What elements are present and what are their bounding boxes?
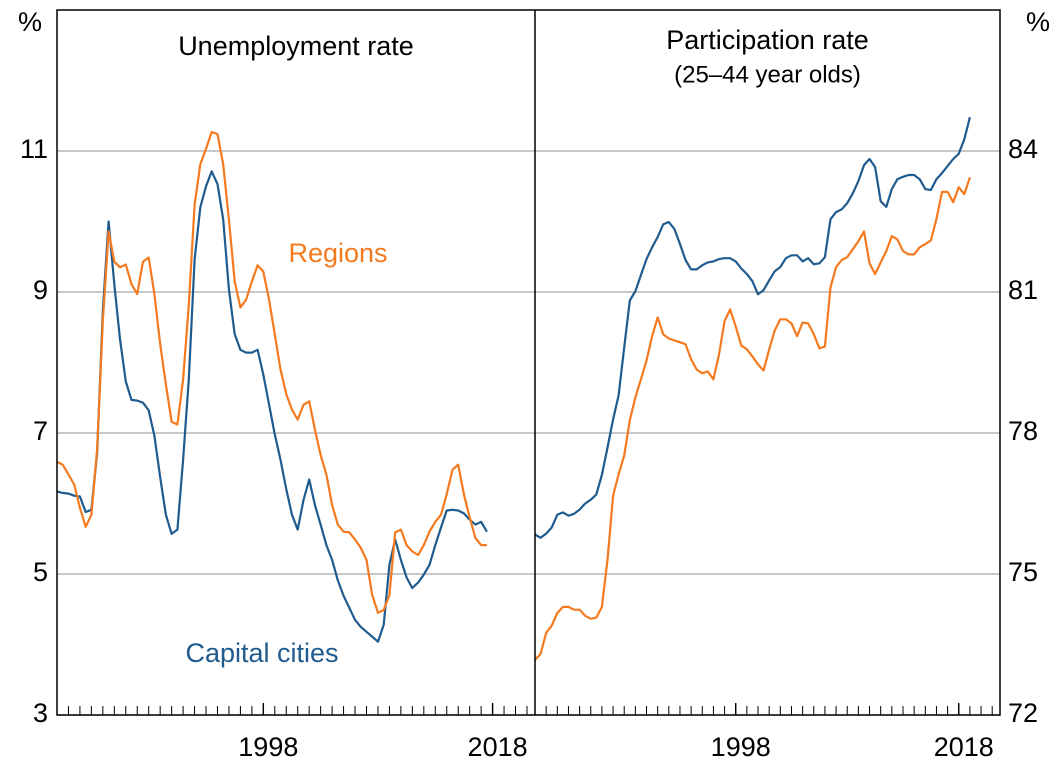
panel-title: Participation rate [666,25,869,55]
series-line [534,176,971,661]
x-tick-label: 2018 [934,732,994,762]
series-line [534,116,971,539]
series-label: Regions [288,238,387,268]
series-label: Capital cities [185,638,338,668]
y-tick-label: 11 [20,134,48,164]
y-tick-label: 3 [33,698,48,728]
y-tick-label: 84 [1008,134,1038,164]
y-tick-label: 9 [33,275,48,305]
y-tick-label: 75 [1008,557,1038,587]
y-axis-unit: % [1026,7,1050,37]
series-line [56,130,487,614]
x-tick-label: 1998 [711,732,771,762]
plot-frame [56,9,1001,716]
y-tick-label: 72 [1008,698,1038,728]
panel-title: Unemployment rate [178,31,414,61]
y-tick-label: 81 [1008,275,1038,305]
series-line [56,170,488,643]
panel-subtitle: (25–44 year olds) [674,61,861,88]
y-tick-label: 78 [1008,416,1038,446]
y-tick-label: 5 [33,557,48,587]
y-axis-unit: % [18,7,42,37]
y-tick-label: 7 [33,416,48,446]
x-tick-label: 2018 [468,732,528,762]
x-tick-label: 1998 [238,732,298,762]
